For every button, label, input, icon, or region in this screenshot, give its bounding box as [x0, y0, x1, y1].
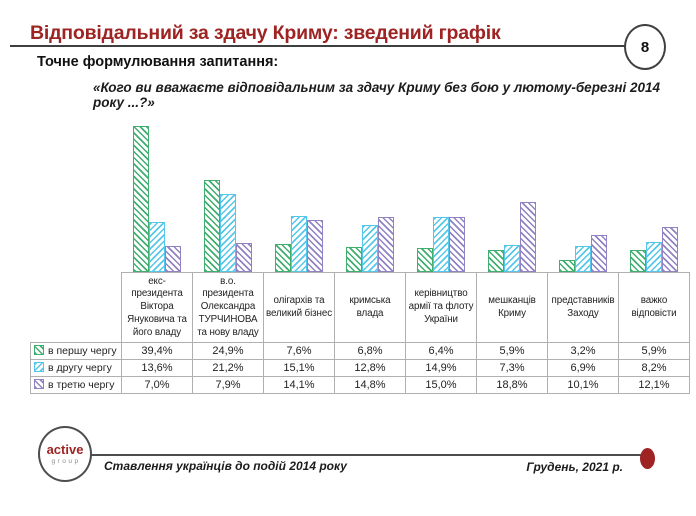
column-header: екс-президента Віктора Януковича та його…	[121, 272, 193, 343]
column-header: в.о. президента Олександра ТУРЧИНОВА та …	[192, 272, 264, 343]
legend-cell: в третю чергу	[30, 376, 122, 394]
bar-group	[334, 106, 405, 272]
value-cell: 7,9%	[192, 376, 264, 394]
bar-group	[121, 106, 192, 272]
value-cell: 5,9%	[618, 342, 690, 360]
value-cell: 6,9%	[547, 359, 619, 377]
bar	[290, 216, 307, 272]
legend-swatch-icon	[34, 345, 44, 355]
legend-label: в другу чергу	[48, 362, 112, 374]
bar	[645, 241, 662, 272]
legend-label: в першу чергу	[48, 345, 117, 357]
value-cell: 3,2%	[547, 342, 619, 360]
active-group-logo: active group	[38, 426, 92, 482]
footer-divider	[90, 454, 648, 456]
bar	[274, 243, 291, 272]
bar	[132, 126, 149, 272]
value-cell: 12,1%	[618, 376, 690, 394]
legend-label: в третю чергу	[48, 379, 115, 391]
bar	[148, 221, 165, 272]
bar	[661, 227, 678, 272]
value-cell: 15,0%	[405, 376, 477, 394]
column-header: мешканців Криму	[476, 272, 548, 343]
value-cell: 12,8%	[334, 359, 406, 377]
bar	[203, 179, 220, 272]
page-number-badge: 8	[624, 24, 666, 70]
legend-cell: в першу чергу	[30, 342, 122, 360]
value-cell: 7,3%	[476, 359, 548, 377]
bar	[164, 246, 181, 272]
column-header: олігархів та великий бізнес	[263, 272, 335, 343]
value-cell: 13,6%	[121, 359, 193, 377]
legend-cell: в другу чергу	[30, 359, 122, 377]
value-cell: 7,6%	[263, 342, 335, 360]
bar	[503, 245, 520, 272]
value-cell: 14,1%	[263, 376, 335, 394]
column-header: кримська влада	[334, 272, 406, 343]
legend-swatch-icon	[34, 379, 44, 389]
bar-group	[618, 106, 689, 272]
data-table: екс-президента Віктора Януковича та його…	[30, 272, 690, 394]
logo-secondary-text: group	[51, 458, 81, 465]
question-label: Точне формулювання запитання:	[37, 54, 279, 70]
column-header: важко відповісти	[618, 272, 690, 343]
bar	[519, 202, 536, 272]
question-quote: «Кого ви вважаєте відповідальним за здач…	[93, 80, 661, 110]
value-cell: 7,0%	[121, 376, 193, 394]
page-title: Відповідальний за здачу Криму: зведений …	[30, 22, 501, 44]
bar	[590, 234, 607, 272]
bar	[574, 246, 591, 272]
table-body: екс-президента Віктора Януковича та його…	[30, 272, 690, 394]
bar-group	[405, 106, 476, 272]
value-cell: 39,4%	[121, 342, 193, 360]
page-number: 8	[640, 38, 650, 56]
column-header: керівництво армії та флоту України	[405, 272, 477, 343]
bar	[432, 216, 449, 272]
bar	[235, 242, 252, 272]
bar	[219, 193, 236, 272]
bar-group	[263, 106, 334, 272]
bar	[345, 246, 362, 272]
bar-chart	[121, 106, 689, 272]
value-cell: 14,9%	[405, 359, 477, 377]
value-cell: 5,9%	[476, 342, 548, 360]
footer-left-text: Ставлення українців до подій 2014 року	[104, 459, 347, 473]
value-cell: 18,8%	[476, 376, 548, 394]
bar	[361, 224, 378, 272]
bar-group	[476, 106, 547, 272]
table-corner-cell	[31, 273, 122, 343]
table-row: в третю чергу 7,0% 7,9% 14,1% 14,8% 15,0% 18,8…	[30, 376, 690, 394]
bar	[629, 250, 646, 272]
bar-group	[192, 106, 263, 272]
bar	[558, 260, 575, 272]
title-divider	[10, 45, 626, 47]
table-row: в другу чергу 13,6% 21,2% 15,1% 12,8% 14,9% 7,…	[30, 359, 690, 377]
bar	[448, 216, 465, 272]
value-cell: 10,1%	[547, 376, 619, 394]
column-header: представників Заходу	[547, 272, 619, 343]
bar	[487, 250, 504, 272]
bar	[416, 248, 433, 272]
value-cell: 21,2%	[192, 359, 264, 377]
footer-right-text: Грудень, 2021 р.	[526, 460, 623, 474]
legend-swatch-icon	[34, 362, 44, 372]
value-cell: 6,4%	[405, 342, 477, 360]
value-cell: 8,2%	[618, 359, 690, 377]
value-cell: 24,9%	[192, 342, 264, 360]
footer-dot-icon	[640, 448, 655, 469]
value-cell: 15,1%	[263, 359, 335, 377]
value-cell: 14,8%	[334, 376, 406, 394]
table-row: в першу чергу 39,4% 24,9% 7,6% 6,8% 6,4% 5,9% 3…	[30, 342, 690, 360]
bar	[377, 217, 394, 272]
bar-group	[547, 106, 618, 272]
value-cell: 6,8%	[334, 342, 406, 360]
table-header-row: екс-президента Віктора Януковича та його…	[31, 272, 690, 343]
logo-primary-text: active	[46, 442, 84, 457]
bar	[306, 219, 323, 272]
